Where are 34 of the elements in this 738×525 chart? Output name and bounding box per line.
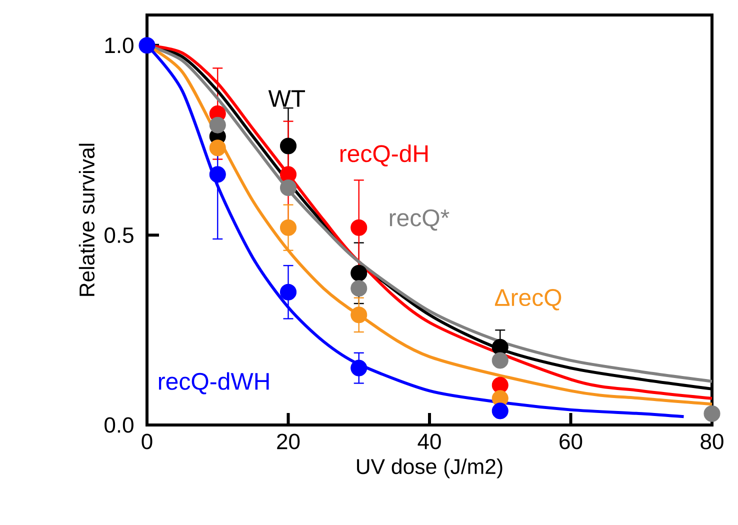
point: [280, 284, 297, 300]
point: [492, 352, 508, 369]
x-tick-label: 20: [277, 434, 300, 450]
x-tick-label: 0: [142, 434, 152, 450]
y-axis-title: Relative survival: [78, 144, 95, 296]
point: [704, 405, 720, 422]
point: [492, 376, 508, 394]
text: recQ-dWH: [158, 372, 269, 394]
x-axis-title: UV dose (J/m2): [357, 458, 502, 478]
point: [209, 116, 226, 134]
point: [280, 138, 297, 154]
x-tick-label: 60: [560, 434, 582, 450]
point: [350, 306, 368, 324]
y-tick-label: 0.5: [104, 227, 134, 243]
text: ΔrecQ: [494, 289, 562, 310]
point: [350, 264, 368, 282]
point: [280, 166, 297, 183]
point: [138, 37, 156, 54]
text: recQ*: [390, 209, 450, 231]
series-label: WT: [268, 90, 306, 107]
x-tick-label: 40: [418, 434, 441, 450]
point: [209, 140, 226, 156]
y-tick-label: 1.0: [105, 38, 134, 54]
point: [492, 338, 508, 356]
y-tick-label: 0.0: [104, 417, 134, 433]
point: [350, 219, 368, 236]
series-label: recQ-dH: [340, 144, 428, 166]
point: [350, 360, 368, 376]
point: [492, 402, 508, 420]
point: [350, 280, 368, 297]
point: [280, 179, 297, 196]
point: [280, 219, 297, 236]
x-tick-label: 80: [700, 434, 724, 450]
point: [209, 166, 226, 183]
